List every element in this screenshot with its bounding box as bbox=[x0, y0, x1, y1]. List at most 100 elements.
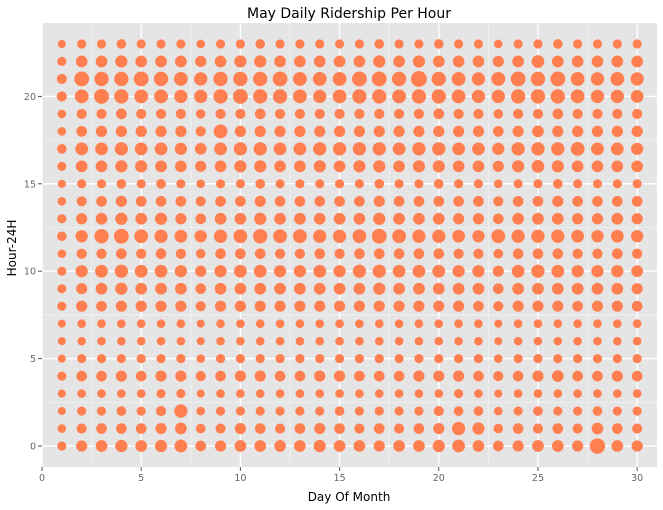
data-point bbox=[57, 56, 67, 67]
data-point bbox=[353, 282, 366, 295]
data-point bbox=[97, 319, 106, 328]
data-point bbox=[613, 319, 622, 328]
data-point bbox=[57, 337, 66, 346]
data-point bbox=[394, 389, 404, 398]
data-point bbox=[551, 229, 565, 243]
data-point bbox=[471, 72, 486, 86]
data-point bbox=[453, 406, 464, 416]
data-point bbox=[494, 337, 503, 346]
data-point bbox=[57, 424, 67, 433]
data-point bbox=[332, 142, 347, 156]
data-point bbox=[374, 406, 384, 416]
data-point bbox=[512, 125, 524, 137]
data-point bbox=[591, 282, 604, 295]
data-point bbox=[136, 336, 146, 346]
data-point bbox=[96, 108, 107, 119]
data-point bbox=[314, 422, 326, 435]
data-point bbox=[493, 354, 503, 363]
data-point bbox=[513, 39, 523, 49]
data-point bbox=[215, 423, 226, 434]
data-point bbox=[573, 336, 582, 346]
data-point bbox=[195, 371, 206, 382]
data-points bbox=[56, 39, 644, 454]
data-point bbox=[115, 212, 128, 225]
data-point bbox=[175, 55, 187, 68]
data-point bbox=[136, 179, 146, 189]
data-point bbox=[550, 71, 566, 87]
data-point bbox=[236, 389, 245, 398]
data-point bbox=[573, 179, 583, 189]
data-point bbox=[215, 179, 226, 189]
data-point bbox=[312, 72, 327, 86]
data-point bbox=[453, 370, 465, 382]
data-point bbox=[95, 440, 108, 452]
data-point bbox=[155, 300, 167, 312]
data-point bbox=[413, 212, 425, 225]
data-point bbox=[492, 126, 504, 137]
data-point bbox=[77, 179, 87, 189]
data-point bbox=[315, 406, 325, 416]
data-point bbox=[176, 179, 186, 189]
data-point bbox=[612, 108, 623, 119]
data-point bbox=[235, 354, 245, 364]
data-point bbox=[352, 89, 367, 104]
data-point bbox=[472, 160, 485, 173]
data-point bbox=[393, 370, 405, 382]
data-point bbox=[631, 370, 643, 382]
data-point bbox=[533, 389, 543, 398]
data-point bbox=[394, 406, 404, 416]
data-point bbox=[97, 389, 106, 398]
data-point bbox=[214, 160, 227, 173]
data-point bbox=[214, 265, 227, 278]
data-point bbox=[57, 389, 66, 398]
data-point bbox=[533, 319, 543, 328]
data-point bbox=[174, 265, 187, 278]
data-point bbox=[611, 300, 623, 312]
data-point bbox=[611, 160, 624, 173]
data-point bbox=[96, 248, 107, 259]
data-point bbox=[195, 213, 207, 225]
data-point bbox=[611, 282, 624, 295]
data-point bbox=[413, 282, 425, 295]
data-point bbox=[494, 389, 503, 398]
data-point bbox=[253, 229, 268, 244]
data-point bbox=[392, 264, 406, 278]
data-point bbox=[374, 389, 384, 398]
data-point bbox=[195, 196, 206, 207]
data-point bbox=[374, 336, 384, 346]
data-point bbox=[134, 264, 148, 278]
data-point bbox=[314, 195, 326, 207]
data-point bbox=[294, 300, 306, 312]
data-point bbox=[254, 423, 266, 434]
data-point bbox=[631, 283, 643, 295]
data-point bbox=[592, 195, 603, 207]
data-point bbox=[592, 179, 603, 189]
data-point bbox=[630, 72, 644, 86]
data-point bbox=[630, 90, 644, 103]
data-point bbox=[412, 55, 426, 68]
data-point bbox=[57, 284, 67, 294]
data-point bbox=[452, 160, 465, 173]
data-point bbox=[295, 39, 305, 49]
data-point bbox=[354, 248, 365, 260]
data-point bbox=[432, 439, 445, 453]
data-point bbox=[553, 319, 563, 328]
data-point bbox=[552, 300, 564, 312]
data-point bbox=[431, 71, 446, 87]
data-point bbox=[532, 282, 544, 295]
data-point bbox=[494, 319, 503, 328]
data-point bbox=[274, 370, 286, 382]
data-point bbox=[394, 336, 404, 346]
data-point bbox=[610, 89, 624, 104]
data-point bbox=[572, 248, 583, 259]
data-point bbox=[373, 300, 385, 312]
data-point bbox=[373, 440, 385, 452]
data-point bbox=[235, 108, 246, 119]
data-point bbox=[74, 89, 89, 104]
data-point bbox=[255, 178, 266, 189]
data-point bbox=[474, 319, 483, 328]
data-point bbox=[434, 354, 444, 364]
y-tick-label: 20 bbox=[24, 92, 36, 103]
data-point bbox=[293, 142, 307, 156]
data-point bbox=[632, 336, 642, 346]
